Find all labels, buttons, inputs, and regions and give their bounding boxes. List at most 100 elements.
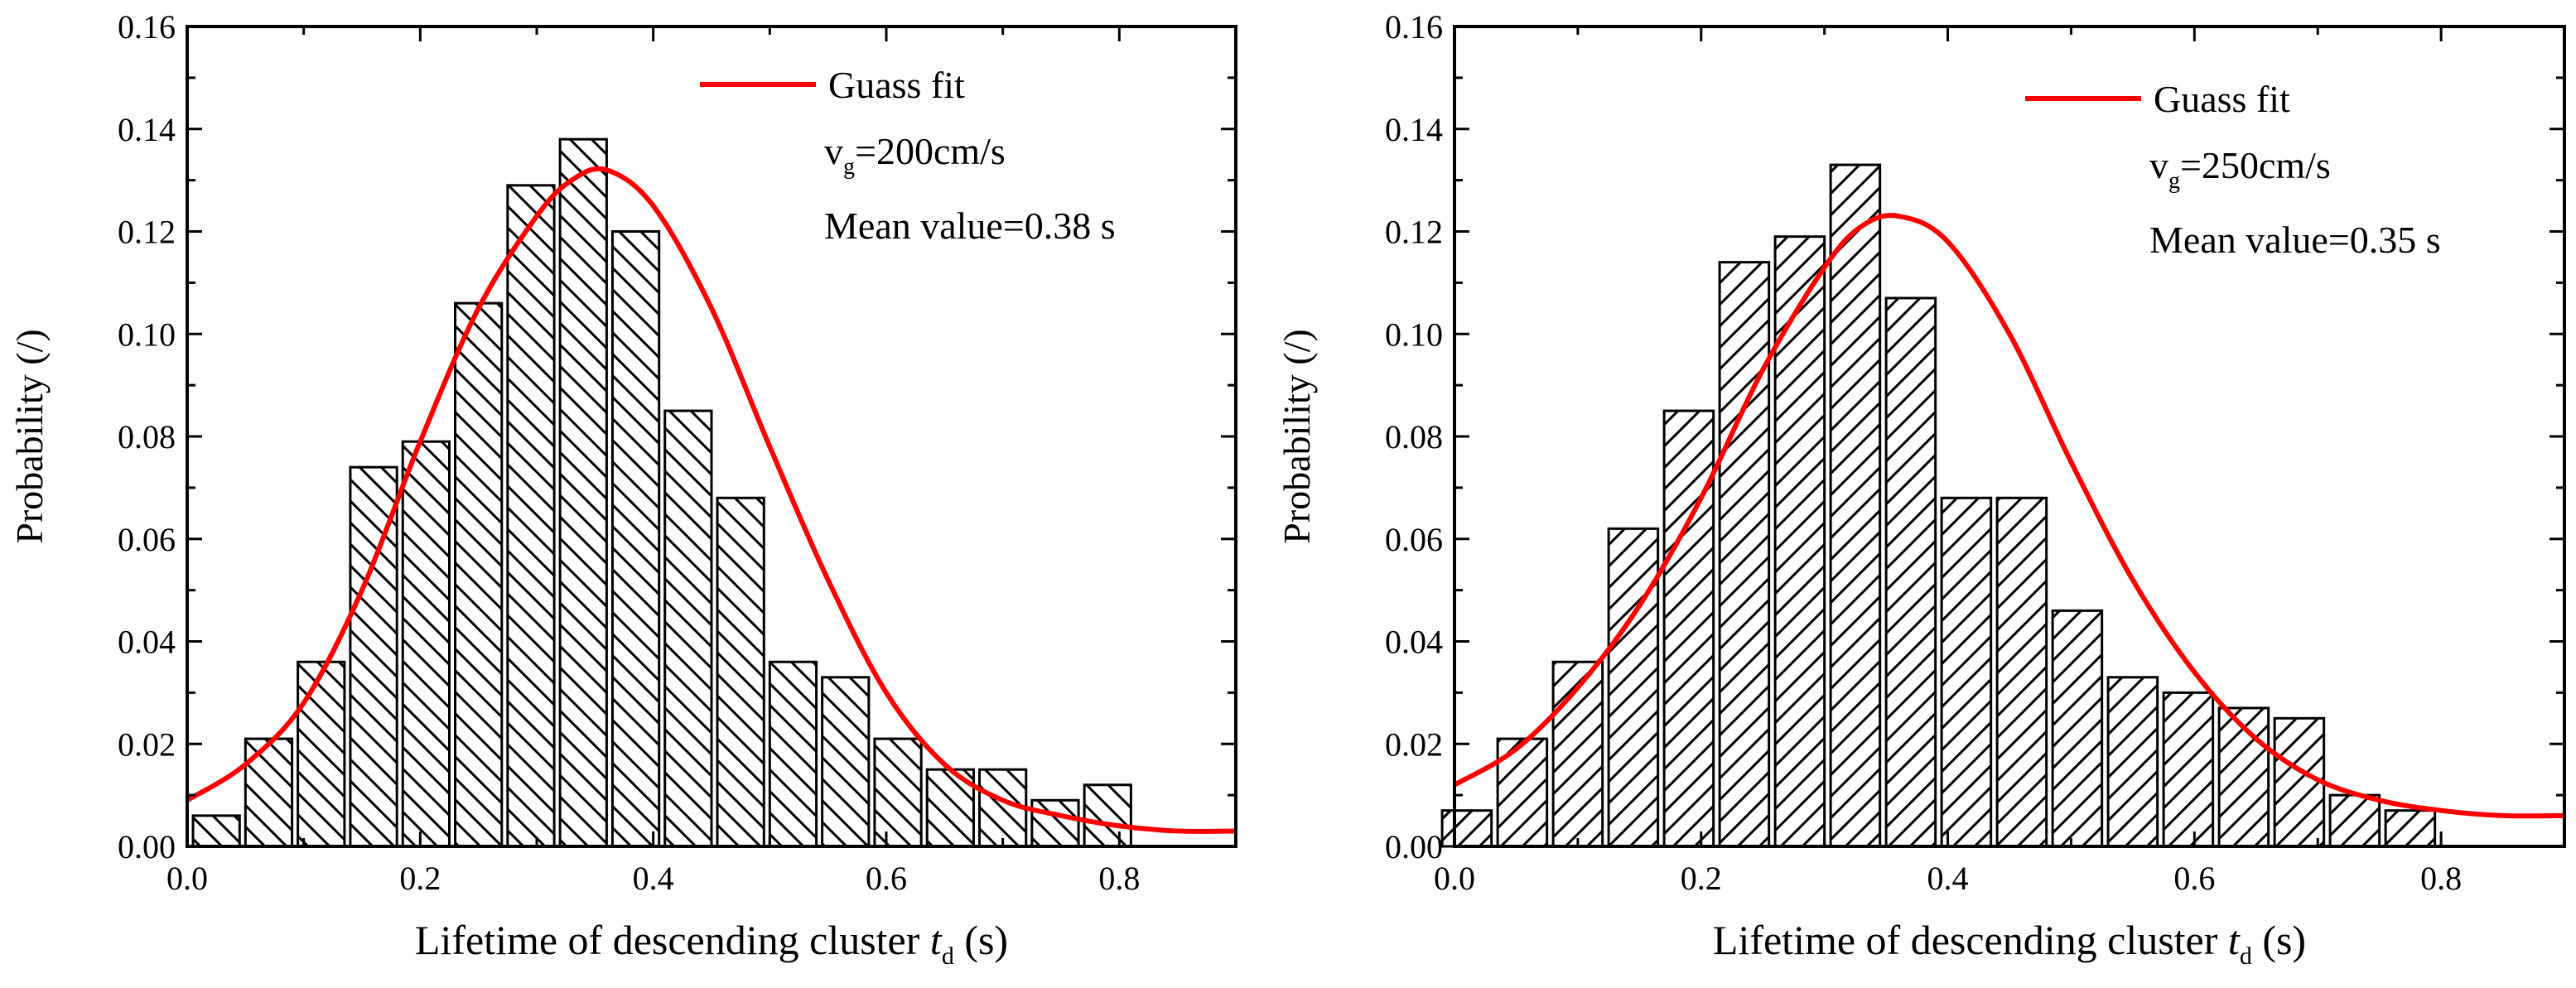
y-tick-labels: 0.00 0.02 0.04 0.06 0.08 0.10 0.12 0.14 0.16 [1385,8,1443,865]
legend: Guass fit vg=200cm/s Mean value=0.38 s [700,64,1116,247]
bar [2217,706,2270,848]
bar [821,676,871,848]
legend-mean-value: Mean value=0.38 s [824,205,1116,247]
bar [1773,235,1826,848]
bar [297,660,346,848]
legend-velocity-value: =200cm/s [855,130,1006,172]
chart-left: 0.0 0.2 0.4 0.6 0.8 0.00 0.02 0.04 0.06 0.08 0.10… [8,8,1237,970]
y-tick-label: 0.12 [1385,214,1443,251]
legend-velocity-symbol: v [824,130,843,172]
bar [1995,496,2048,848]
legend-fit-label: Guass fit [2154,78,2290,120]
bar [2051,609,2104,848]
x-axis-label-sub: d [942,942,954,970]
x-tick-label: 0.6 [2173,860,2215,897]
y-tick-label: 0.10 [1385,316,1443,353]
bar [1940,496,1993,848]
legend-velocity-sub: g [2168,168,2180,194]
x-tick-label: 0.2 [1681,860,1722,897]
bar [1030,798,1080,848]
x-axis-label-main: Lifetime of descending cluster [415,917,930,963]
plot-frame [186,25,1237,848]
x-tick-label: 0.4 [633,860,674,897]
y-tick-label: 0.04 [1385,624,1443,661]
y-tick-label: 0.02 [1385,725,1443,763]
bars [191,137,1132,848]
bar [873,737,923,848]
bar [768,660,818,848]
bar [244,737,294,848]
y-axis-label: Probability (/) [1276,329,1318,543]
x-axis-label-unit: (s) [954,917,1008,963]
y-tick-label: 0.00 [118,828,176,865]
bar [1607,527,1660,848]
bar [978,768,1028,848]
x-axis-label-unit: (s) [2252,917,2306,963]
legend-mean-value: Mean value=0.35 s [2149,219,2441,261]
bar [1551,660,1604,848]
y-tick-label: 0.16 [1385,8,1443,46]
legend-velocity-sub: g [843,154,855,180]
bar [2273,716,2326,848]
bar [663,409,713,848]
y-tick-label: 0.10 [118,316,176,353]
bar [1662,409,1715,848]
bar [2328,793,2381,848]
bar [401,440,451,848]
chart-right: 0.0 0.2 0.4 0.6 0.8 0.00 0.02 0.04 0.06 0.08 0.10… [1276,8,2566,970]
y-tick-label: 0.14 [118,111,176,148]
x-tick-label: 0.8 [1098,860,1140,897]
legend: Guass fit vg=250cm/s Mean value=0.35 s [2025,78,2441,261]
y-tick-label: 0.08 [118,418,176,455]
bar [1718,261,1771,848]
x-axis-label: Lifetime of descending cluster td (s) [415,917,1008,970]
y-tick-label: 0.04 [118,624,176,661]
y-tick-label: 0.14 [1385,111,1443,148]
legend-velocity: vg=250cm/s [2149,144,2331,194]
bar [349,465,398,848]
y-tick-label: 0.06 [118,521,176,558]
x-tick-label: 0.0 [166,860,208,897]
x-tick-labels: 0.0 0.2 0.4 0.6 0.8 [1434,860,2462,897]
plot-frame [1453,25,2566,848]
bar [1083,783,1132,848]
y-tick-labels: 0.00 0.02 0.04 0.06 0.08 0.10 0.12 0.14 0.16 [118,8,176,865]
x-tick-label: 0.2 [399,860,441,897]
x-axis-label-sub: d [2240,942,2252,970]
legend-velocity-symbol: v [2149,144,2168,186]
bar [454,301,504,848]
legend-velocity-value: =250cm/s [2180,144,2331,186]
y-tick-label: 0.08 [1385,418,1443,455]
x-tick-labels: 0.0 0.2 0.4 0.6 0.8 [166,860,1140,897]
gauss-fit-line [186,166,1237,834]
gauss-fit-line [1453,213,2565,819]
bar [2384,809,2437,848]
bar [1440,809,1493,848]
bar [2106,676,2159,848]
x-tick-label: 0.0 [1434,860,1475,897]
bar [716,496,765,848]
x-axis-label-var: t [2228,917,2241,963]
bar [1884,296,1937,848]
bars [1440,163,2437,848]
x-axis-label: Lifetime of descending cluster td (s) [1713,917,2306,970]
y-tick-label: 0.02 [118,725,176,763]
x-axis-label-var: t [930,917,943,963]
bar [610,230,661,848]
y-tick-label: 0.12 [118,214,176,251]
x-tick-label: 0.4 [1927,860,1969,897]
y-tick-label: 0.06 [1385,521,1443,558]
legend-fit-label: Guass fit [828,64,965,106]
bar [1829,163,1882,848]
y-tick-label: 0.00 [1385,828,1443,865]
bar [558,137,608,848]
x-tick-label: 0.6 [866,860,907,897]
x-tick-label: 0.8 [2420,860,2462,897]
y-tick-label: 0.16 [118,8,176,46]
legend-velocity: vg=200cm/s [824,130,1006,180]
x-axis-label-main: Lifetime of descending cluster [1713,917,2228,963]
y-axis-label: Probability (/) [8,329,51,543]
bar [2162,691,2215,848]
bar [191,814,241,848]
